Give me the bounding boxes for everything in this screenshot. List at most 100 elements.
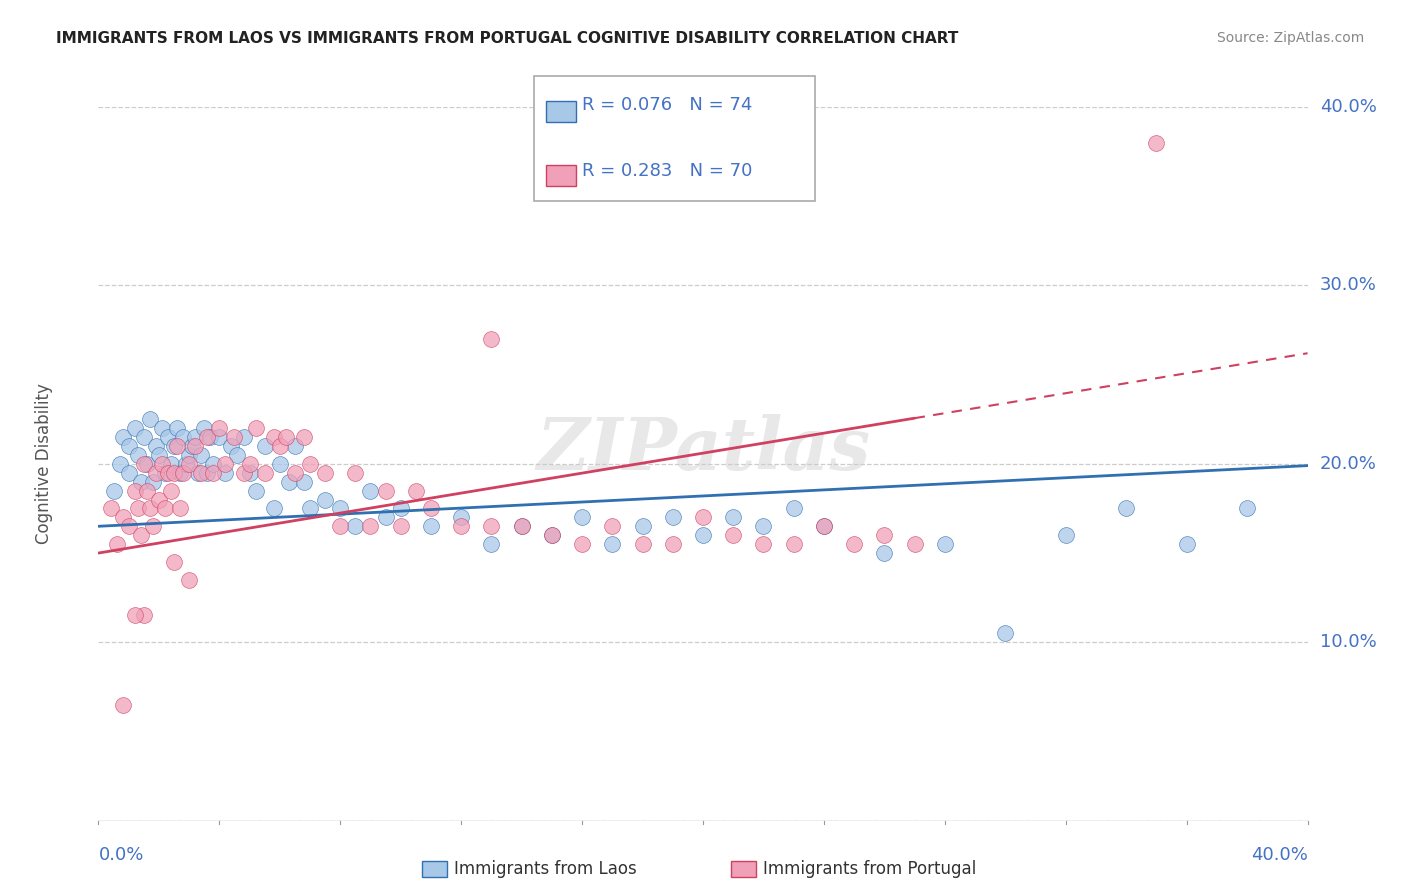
- Point: [129, 528, 152, 542]
- Point: [284, 466, 307, 480]
- Point: [245, 483, 267, 498]
- Point: [419, 519, 441, 533]
- Point: [163, 466, 186, 480]
- Point: [934, 537, 956, 551]
- Point: [153, 466, 176, 480]
- Point: [103, 483, 125, 498]
- Point: [314, 492, 336, 507]
- Point: [277, 475, 299, 489]
- Point: [111, 510, 134, 524]
- Point: [269, 457, 291, 471]
- Text: Source: ZipAtlas.com: Source: ZipAtlas.com: [1216, 31, 1364, 45]
- Point: [661, 510, 683, 524]
- Point: [132, 608, 155, 623]
- Point: [160, 483, 183, 498]
- Text: 10.0%: 10.0%: [1320, 633, 1376, 651]
- Point: [177, 573, 201, 587]
- Point: [994, 626, 1017, 640]
- Point: [374, 510, 396, 524]
- Point: [450, 519, 472, 533]
- Point: [253, 439, 276, 453]
- Point: [314, 466, 336, 480]
- Text: ZIPatlas: ZIPatlas: [536, 414, 870, 485]
- Point: [127, 448, 149, 462]
- Point: [195, 466, 218, 480]
- Point: [139, 412, 162, 426]
- Point: [782, 537, 804, 551]
- Point: [481, 537, 503, 551]
- Point: [166, 439, 188, 453]
- Point: [177, 448, 201, 462]
- Point: [184, 430, 207, 444]
- Point: [124, 483, 146, 498]
- Point: [405, 483, 427, 498]
- Point: [873, 528, 896, 542]
- Point: [813, 519, 835, 533]
- Text: Cognitive Disability: Cognitive Disability: [35, 384, 53, 544]
- Point: [169, 466, 191, 480]
- Point: [124, 421, 146, 435]
- Point: [344, 519, 367, 533]
- Point: [214, 457, 236, 471]
- Point: [389, 519, 412, 533]
- Point: [1054, 528, 1077, 542]
- Text: Immigrants from Laos: Immigrants from Laos: [454, 860, 637, 878]
- Point: [239, 466, 262, 480]
- Point: [721, 510, 744, 524]
- Point: [145, 466, 167, 480]
- Text: 30.0%: 30.0%: [1320, 277, 1376, 294]
- Text: R = 0.076   N = 74: R = 0.076 N = 74: [582, 96, 752, 114]
- Point: [111, 698, 134, 712]
- Point: [263, 430, 285, 444]
- Point: [752, 537, 775, 551]
- Point: [571, 510, 593, 524]
- Text: R = 0.283   N = 70: R = 0.283 N = 70: [582, 162, 752, 180]
- Point: [172, 466, 194, 480]
- Point: [190, 448, 212, 462]
- Point: [129, 475, 152, 489]
- Point: [124, 608, 146, 623]
- Point: [142, 475, 165, 489]
- Point: [481, 332, 503, 346]
- Point: [631, 537, 654, 551]
- Point: [360, 483, 382, 498]
- Text: Immigrants from Portugal: Immigrants from Portugal: [763, 860, 977, 878]
- Point: [226, 448, 249, 462]
- Point: [118, 439, 141, 453]
- Text: 0.0%: 0.0%: [98, 846, 143, 863]
- Point: [163, 555, 186, 569]
- Point: [145, 439, 167, 453]
- Point: [172, 430, 194, 444]
- Text: IMMIGRANTS FROM LAOS VS IMMIGRANTS FROM PORTUGAL COGNITIVE DISABILITY CORRELATIO: IMMIGRANTS FROM LAOS VS IMMIGRANTS FROM …: [56, 31, 959, 46]
- Point: [540, 528, 562, 542]
- Point: [142, 519, 165, 533]
- Point: [127, 501, 149, 516]
- Point: [105, 537, 128, 551]
- Point: [299, 501, 322, 516]
- Point: [344, 466, 367, 480]
- Point: [692, 510, 714, 524]
- Point: [692, 528, 714, 542]
- Point: [150, 421, 173, 435]
- Point: [232, 466, 254, 480]
- Point: [135, 457, 157, 471]
- Point: [360, 519, 382, 533]
- Point: [374, 483, 396, 498]
- Point: [571, 537, 593, 551]
- Point: [224, 430, 246, 444]
- Point: [202, 457, 225, 471]
- Point: [510, 519, 533, 533]
- Point: [510, 519, 533, 533]
- Point: [156, 466, 179, 480]
- Point: [181, 439, 204, 453]
- Point: [844, 537, 866, 551]
- Point: [202, 466, 225, 480]
- Point: [132, 430, 155, 444]
- Point: [782, 501, 804, 516]
- Point: [1236, 501, 1258, 516]
- Point: [153, 501, 176, 516]
- Point: [208, 421, 231, 435]
- Point: [148, 448, 170, 462]
- Point: [166, 421, 188, 435]
- Point: [1115, 501, 1137, 516]
